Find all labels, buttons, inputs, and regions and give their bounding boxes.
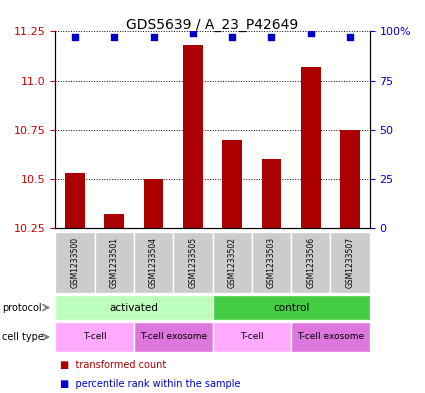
- Bar: [183, 45, 203, 228]
- Point: [268, 34, 275, 40]
- Text: T-cell exosome: T-cell exosome: [297, 332, 364, 342]
- Text: activated: activated: [109, 303, 158, 312]
- Bar: [144, 179, 163, 228]
- Point: [190, 30, 196, 37]
- Text: GSM1233504: GSM1233504: [149, 237, 158, 288]
- Text: GDS5639 / A_23_P42649: GDS5639 / A_23_P42649: [126, 18, 299, 32]
- Text: T-cell exosome: T-cell exosome: [140, 332, 207, 342]
- Text: cell type: cell type: [2, 332, 44, 342]
- Text: ■  percentile rank within the sample: ■ percentile rank within the sample: [60, 379, 240, 389]
- Point: [347, 34, 354, 40]
- Bar: [301, 67, 320, 228]
- Text: T-cell: T-cell: [240, 332, 264, 342]
- Point: [150, 34, 157, 40]
- Text: GSM1233506: GSM1233506: [306, 237, 315, 288]
- Bar: [262, 159, 281, 228]
- Text: GSM1233500: GSM1233500: [71, 237, 79, 288]
- Text: control: control: [273, 303, 309, 312]
- Point: [229, 34, 235, 40]
- Text: GSM1233505: GSM1233505: [188, 237, 197, 288]
- Text: protocol: protocol: [2, 303, 42, 312]
- Text: GSM1233502: GSM1233502: [228, 237, 237, 288]
- Point: [111, 34, 118, 40]
- Text: GSM1233501: GSM1233501: [110, 237, 119, 288]
- Point: [307, 30, 314, 37]
- Bar: [340, 130, 360, 228]
- Text: T-cell: T-cell: [83, 332, 106, 342]
- Text: GSM1233503: GSM1233503: [267, 237, 276, 288]
- Bar: [222, 140, 242, 228]
- Bar: [65, 173, 85, 228]
- Text: ■  transformed count: ■ transformed count: [60, 360, 166, 370]
- Text: GSM1233507: GSM1233507: [346, 237, 354, 288]
- Bar: [105, 214, 124, 228]
- Point: [71, 34, 78, 40]
